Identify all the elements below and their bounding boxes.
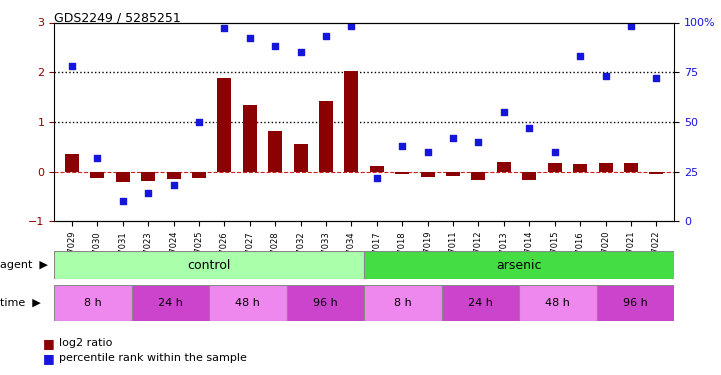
Bar (472, 172, 485, 180)
Text: ■: ■ (43, 337, 55, 350)
Bar (370, 166, 384, 172)
Bar (364, 251, 674, 279)
Text: 96 h: 96 h (623, 298, 647, 308)
Bar (624, 163, 638, 172)
Text: arsenic: arsenic (496, 259, 542, 272)
Bar (90, 172, 105, 177)
Bar (243, 105, 257, 172)
Text: 48 h: 48 h (235, 298, 260, 308)
Bar (364, 285, 441, 321)
Point (498, 109, 510, 115)
Point (549, 148, 560, 154)
Bar (650, 172, 663, 174)
Bar (446, 172, 460, 176)
Point (193, 119, 205, 125)
Bar (596, 285, 674, 321)
Point (473, 139, 485, 145)
Point (447, 135, 459, 141)
Bar (209, 285, 286, 321)
Bar (54, 251, 364, 279)
Bar (65, 154, 79, 172)
Bar (286, 285, 364, 321)
Bar (522, 172, 536, 180)
Bar (115, 172, 130, 183)
Text: 96 h: 96 h (313, 298, 337, 308)
Bar (192, 172, 206, 177)
Text: ■: ■ (43, 352, 55, 364)
Bar (519, 285, 597, 321)
Text: GDS2249 / 5285251: GDS2249 / 5285251 (54, 11, 181, 24)
Point (650, 75, 662, 81)
Text: 48 h: 48 h (545, 298, 570, 308)
Bar (420, 172, 435, 177)
Point (66, 63, 78, 69)
Point (117, 198, 128, 204)
Point (320, 33, 332, 39)
Bar (131, 285, 209, 321)
Bar (217, 78, 231, 172)
Point (244, 35, 255, 41)
Point (523, 125, 535, 131)
Text: time  ▶: time ▶ (0, 298, 41, 308)
Point (142, 190, 154, 196)
Bar (293, 144, 308, 172)
Text: 8 h: 8 h (394, 298, 412, 308)
Bar (497, 162, 511, 172)
Text: log2 ratio: log2 ratio (59, 338, 112, 348)
Point (345, 24, 357, 30)
Point (168, 183, 180, 189)
Point (218, 26, 230, 32)
Bar (598, 163, 613, 172)
Point (600, 73, 611, 79)
Point (575, 53, 586, 59)
Point (371, 174, 383, 180)
Bar (441, 285, 519, 321)
Bar (268, 131, 282, 172)
Bar (395, 172, 410, 174)
Text: 8 h: 8 h (84, 298, 102, 308)
Bar (54, 285, 131, 321)
Point (92, 154, 103, 160)
Point (295, 50, 306, 55)
Text: agent  ▶: agent ▶ (0, 260, 48, 270)
Text: control: control (187, 259, 231, 272)
Bar (167, 172, 180, 178)
Point (625, 24, 637, 30)
Text: 24 h: 24 h (158, 298, 183, 308)
Text: percentile rank within the sample: percentile rank within the sample (59, 353, 247, 363)
Point (270, 44, 281, 50)
Bar (345, 71, 358, 172)
Point (422, 148, 433, 154)
Text: 24 h: 24 h (468, 298, 493, 308)
Bar (319, 100, 333, 172)
Bar (548, 163, 562, 172)
Point (397, 143, 408, 149)
Bar (141, 172, 155, 180)
Bar (573, 164, 587, 172)
